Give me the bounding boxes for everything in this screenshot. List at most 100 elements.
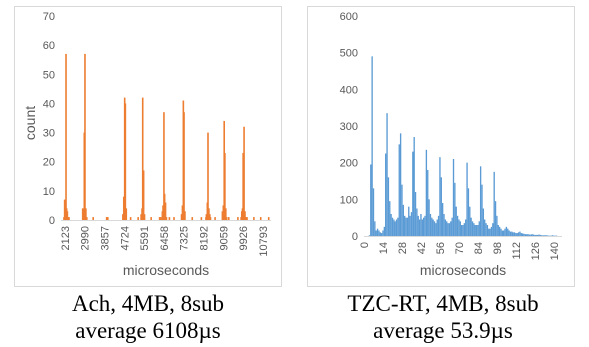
x-tick-label: 0 xyxy=(359,242,371,248)
y-tick-label: 40 xyxy=(43,98,55,110)
bar xyxy=(164,202,167,220)
bar xyxy=(386,113,388,236)
bar xyxy=(259,217,262,220)
bar xyxy=(545,235,547,236)
chart-panel-tzc-rt: 0 100 200 300 400 500 600 0 14 28 42 56 70 84 98 112 126… xyxy=(307,6,575,287)
bar xyxy=(538,234,540,236)
bar xyxy=(168,217,171,220)
bar xyxy=(222,205,225,220)
bar xyxy=(413,137,415,236)
bar xyxy=(372,188,375,236)
bar xyxy=(440,177,442,236)
bar xyxy=(181,205,184,220)
bar xyxy=(443,214,445,236)
bar xyxy=(422,217,425,236)
bar xyxy=(500,228,502,236)
bar xyxy=(163,112,165,220)
x-tick-label: 140 xyxy=(549,242,561,260)
x-tick-label: 8192 xyxy=(198,226,210,250)
bar xyxy=(455,206,457,236)
bar xyxy=(501,230,504,236)
bar xyxy=(542,235,544,236)
bar xyxy=(253,217,255,220)
bar xyxy=(446,221,448,236)
bar xyxy=(244,211,246,220)
bar xyxy=(378,230,380,236)
bar xyxy=(484,219,486,236)
bar xyxy=(546,235,548,236)
bar xyxy=(379,232,381,236)
y-tick-label: 70 xyxy=(43,11,55,23)
bar xyxy=(374,221,376,236)
bar xyxy=(503,230,505,236)
bar xyxy=(447,223,449,236)
bar xyxy=(221,211,224,220)
bar xyxy=(124,103,127,220)
bar xyxy=(462,225,464,236)
bar xyxy=(214,217,216,220)
bar xyxy=(409,215,411,236)
histogram-ach: 0 10 20 30 40 50 60 70 2123 2990 3857 4724 5591 6458 7… xyxy=(22,11,271,278)
x-tick-label: 56 xyxy=(435,242,447,254)
x-tick-label: 112 xyxy=(511,242,523,260)
bar xyxy=(488,228,490,236)
x-tick-label: 3857 xyxy=(100,226,112,250)
bar xyxy=(435,223,437,236)
bar xyxy=(543,235,546,236)
bar xyxy=(404,215,406,236)
bar xyxy=(416,208,418,236)
bar xyxy=(173,217,175,220)
bar xyxy=(452,159,455,236)
x-tick-label: 10793 xyxy=(258,226,270,257)
bar xyxy=(465,219,467,236)
y-tick-label: 0 xyxy=(352,231,358,243)
bar xyxy=(512,232,514,236)
bar xyxy=(129,217,132,220)
bar xyxy=(85,208,87,220)
bar xyxy=(439,157,441,236)
x-tick-label: 6458 xyxy=(159,226,171,250)
y-tick-label: 200 xyxy=(340,158,358,170)
bar xyxy=(515,233,517,236)
bar xyxy=(513,232,516,236)
bar xyxy=(380,233,383,236)
bar xyxy=(498,226,501,236)
y-tick-label: 10 xyxy=(43,186,55,198)
caption-ach-line2: average 6108µs xyxy=(75,318,221,343)
bar xyxy=(490,226,493,236)
x-tick-label: 9926 xyxy=(238,226,250,250)
bar xyxy=(467,188,470,236)
x-axis-title: microseconds xyxy=(123,262,209,278)
bar xyxy=(530,234,532,236)
bar xyxy=(485,223,487,236)
bar xyxy=(383,226,386,236)
bar xyxy=(143,214,146,220)
y-tick-label: 20 xyxy=(43,157,55,169)
bar xyxy=(106,217,109,220)
bar xyxy=(437,215,440,236)
x-tick-label: 2990 xyxy=(80,226,92,250)
y-axis-title: count xyxy=(22,106,38,140)
bar xyxy=(466,162,468,236)
bar xyxy=(524,234,527,236)
x-tick-label: 5591 xyxy=(139,226,151,250)
bar xyxy=(433,221,436,236)
x-tick-label: 14 xyxy=(378,242,390,254)
bar xyxy=(105,217,108,220)
bar xyxy=(410,212,413,236)
bar xyxy=(424,215,426,236)
y-tick-label: 600 xyxy=(340,11,358,23)
bar xyxy=(421,219,423,236)
bar xyxy=(242,152,244,220)
bar xyxy=(496,215,498,236)
bar xyxy=(520,233,522,236)
bar xyxy=(521,233,524,236)
bar xyxy=(458,219,460,236)
y-tick-label: 0 xyxy=(49,215,55,227)
bar xyxy=(376,228,379,236)
bar xyxy=(183,112,185,220)
bar xyxy=(509,231,512,236)
bar xyxy=(225,208,227,220)
bar xyxy=(184,211,186,220)
bar xyxy=(382,230,384,236)
